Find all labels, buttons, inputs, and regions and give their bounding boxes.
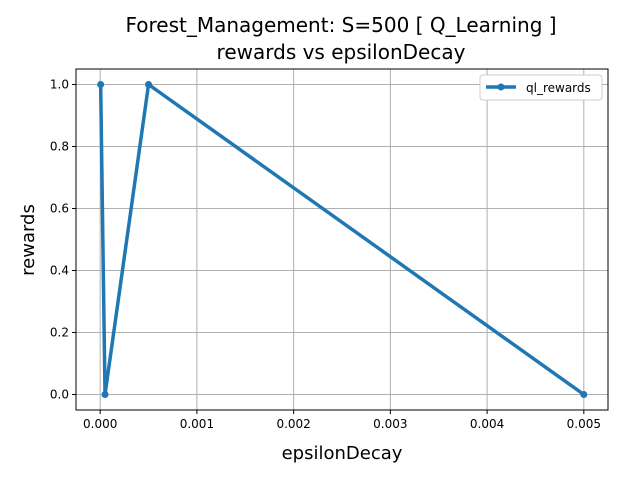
x-tick-label: 0.001	[180, 417, 214, 431]
y-tick-label: 0.8	[50, 140, 69, 154]
data-point	[101, 391, 109, 398]
y-tick-label: 0.6	[50, 202, 69, 216]
series-line	[98, 82, 585, 397]
x-tick-label: 0.003	[373, 417, 407, 431]
x-tick-label: 0.005	[567, 417, 601, 431]
data-point	[145, 81, 153, 88]
chart-title-line2: rewards vs epsilonDecay	[217, 40, 466, 64]
data-point	[580, 391, 588, 398]
chart-title-line1: Forest_Management: S=500 [ Q_Learning ]	[125, 13, 556, 37]
x-axis-label: epsilonDecay	[282, 443, 403, 464]
y-tick-label: 0.2	[50, 326, 69, 340]
data-point	[97, 81, 105, 88]
axis-ticks: 0.000 0.001 0.002 0.003 0.004 0.005 0.0 0.2 0.4 0…	[50, 78, 601, 432]
grid	[76, 69, 608, 410]
x-tick-label: 0.004	[470, 417, 504, 431]
series-layer	[97, 81, 588, 398]
y-axis-label: rewards	[18, 204, 39, 276]
legend-marker-swatch	[497, 83, 505, 91]
legend-box	[479, 74, 603, 101]
y-tick-label: 0.0	[50, 388, 69, 402]
legend: ql_rewards	[479, 74, 603, 101]
x-tick-label: 0.000	[83, 417, 117, 431]
plot-frame	[75, 68, 609, 411]
legend-entry-label: ql_rewards	[526, 81, 591, 95]
x-tick-label: 0.002	[276, 417, 310, 431]
y-tick-label: 1.0	[50, 78, 69, 92]
y-tick-label: 0.4	[50, 264, 69, 278]
